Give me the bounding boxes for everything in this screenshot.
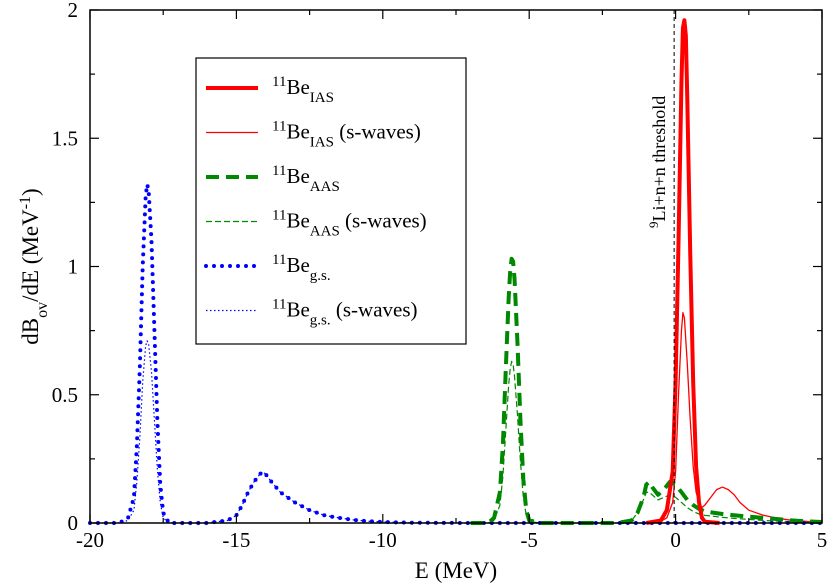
legend-label-base: Be: [286, 209, 309, 233]
y-axis-title-sub: ov: [34, 302, 51, 318]
series-line-aas-s: [470, 360, 823, 524]
legend-label-suffix: (s-waves): [340, 209, 427, 233]
x-tick-label: -5: [520, 528, 538, 552]
y-axis-title: dBov/dE (MeV-1): [17, 188, 51, 344]
legend-label-sup: 11: [272, 74, 286, 90]
legend-label-base: Be: [286, 164, 309, 188]
legend-label-ias: 11BeIAS: [272, 74, 334, 106]
legend-label-sub: IAS: [310, 135, 334, 151]
y-axis-title-close: ): [18, 188, 43, 196]
series-line-gs-s: [90, 340, 822, 524]
legend-label-suffix: (s-waves): [331, 298, 418, 322]
legend-label-base: Be: [286, 75, 309, 99]
y-axis-title-main: dB: [18, 318, 43, 345]
y-tick-label: 1: [68, 255, 79, 279]
threshold-layer: 9Li+n+n threshold: [646, 10, 675, 523]
series-layer: [88, 18, 824, 525]
legend-label-gs-s: 11Beg.s. (s-waves): [272, 297, 418, 329]
legend-label-sub: AAS: [310, 224, 340, 240]
y-tick-label: 0.5: [52, 383, 78, 407]
legend-label-sup: 11: [272, 252, 286, 268]
y-axis-title-tail: /dE (MeV: [18, 209, 43, 302]
legend-label-sup: 11: [272, 163, 286, 179]
y-axis-title-sup: -1: [17, 196, 34, 209]
legend-label-base: Be: [286, 120, 309, 144]
ticks-layer: -20 -15 -10 -5 0 5 0 0.5 1 1.5 2: [52, 0, 828, 552]
legend-label-suffix: (s-waves): [334, 120, 421, 144]
legend-label-base: Be: [286, 298, 309, 322]
x-axis-title: E (MeV): [415, 558, 497, 583]
x-tick-label: 5: [817, 528, 828, 552]
axis-titles: E (MeV) dBov/dE (MeV-1): [17, 188, 498, 583]
x-tick-label: -10: [369, 528, 397, 552]
series-line-aas: [470, 256, 823, 525]
threshold-label: 9Li+n+n threshold: [646, 96, 670, 228]
legend-label-base: Be: [286, 253, 309, 277]
legend-label-sup: 11: [272, 208, 286, 224]
legend-label-aas-s: 11BeAAS (s-waves): [272, 208, 427, 240]
legend-label-sub: AAS: [310, 179, 340, 195]
x-tick-label: -20: [76, 528, 104, 552]
threshold-label-text: Li+n+n threshold: [649, 96, 669, 222]
threshold-label-sup: 9: [646, 222, 661, 229]
legend-label-sub: g.s.: [310, 313, 331, 329]
legend-label-sup: 11: [272, 119, 286, 135]
x-tick-label: 0: [670, 528, 681, 552]
y-tick-label: 1.5: [52, 126, 78, 150]
y-tick-label: 2: [68, 0, 79, 22]
series-line-gs: [88, 182, 824, 525]
y-tick-label: 0: [68, 511, 79, 535]
legend-label-ias-s: 11BeIAS (s-waves): [272, 119, 421, 151]
legend-box: [195, 57, 467, 345]
legend-label-sub: IAS: [310, 90, 334, 106]
legend-label-gs: 11Beg.s.: [272, 252, 331, 284]
legend-label-sup: 11: [272, 297, 286, 313]
x-tick-label: -15: [222, 528, 250, 552]
legend-label-aas: 11BeAAS: [272, 163, 340, 195]
legend-label-sub: g.s.: [310, 268, 331, 284]
series-line-ias: [645, 18, 720, 525]
